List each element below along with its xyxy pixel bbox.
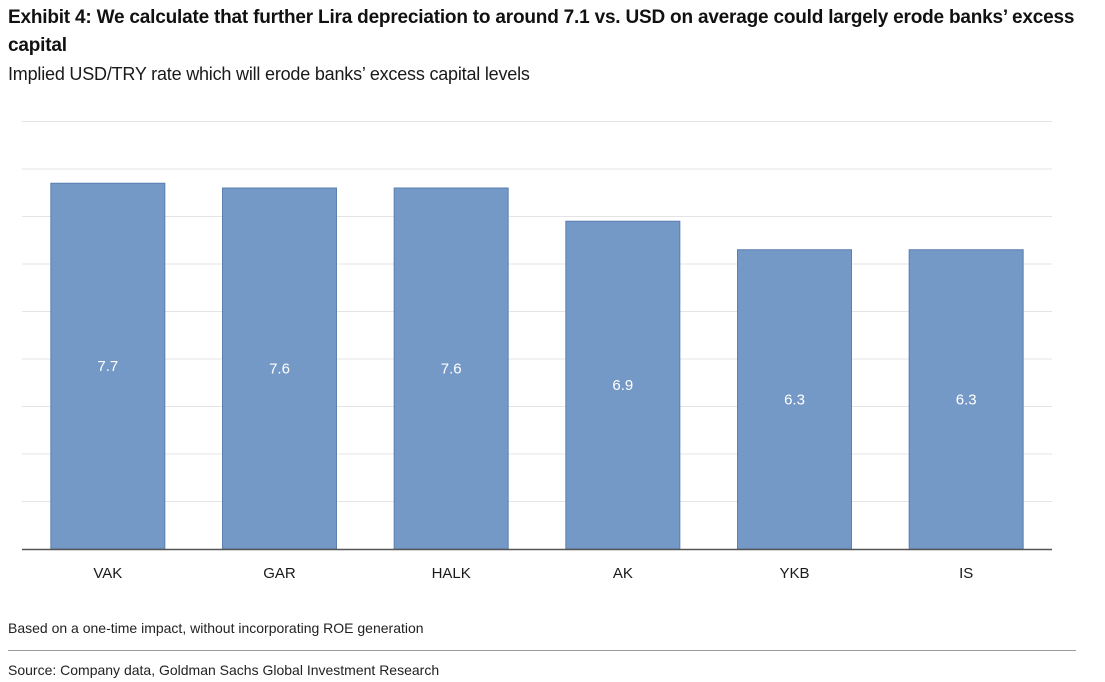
bar-vak <box>50 182 166 550</box>
bar-chart: 7.7 7.6 7.6 6.9 6.3 6.3 VAK GAR HALK AK YKB IS <box>22 121 1052 582</box>
bar-ak <box>565 220 681 550</box>
bar-halk <box>393 187 509 550</box>
data-label: 6.3 <box>784 391 805 408</box>
x-tick-label: YKB <box>779 565 809 582</box>
x-tick-label: GAR <box>263 565 296 582</box>
chart-title: Exhibit 4: We calculate that further Lir… <box>8 7 1075 56</box>
bar-is <box>908 249 1024 550</box>
data-label: 7.6 <box>269 361 290 378</box>
bar-gar <box>222 187 337 550</box>
data-label: 7.6 <box>441 361 462 378</box>
x-tick-label: AK <box>613 565 633 582</box>
data-labels: 7.7 7.6 7.6 6.9 6.3 6.3 <box>97 358 976 408</box>
x-tick-label: IS <box>959 565 973 582</box>
x-tick-label: VAK <box>93 565 122 582</box>
bar-ykb <box>737 249 852 550</box>
data-label: 7.7 <box>97 358 118 375</box>
gridlines <box>22 121 1052 502</box>
chart-source: Source: Company data, Goldman Sachs Glob… <box>8 662 440 678</box>
x-tick-label: HALK <box>432 565 471 582</box>
x-tick-labels: VAK GAR HALK AK YKB IS <box>93 565 973 582</box>
data-label: 6.9 <box>612 377 633 394</box>
chart-footnote: Based on a one-time impact, without inco… <box>8 620 424 636</box>
bars <box>50 182 1024 550</box>
chart-subtitle: Implied USD/TRY rate which will erode ba… <box>8 64 530 84</box>
data-label: 6.3 <box>956 391 977 408</box>
divider <box>8 650 1076 651</box>
